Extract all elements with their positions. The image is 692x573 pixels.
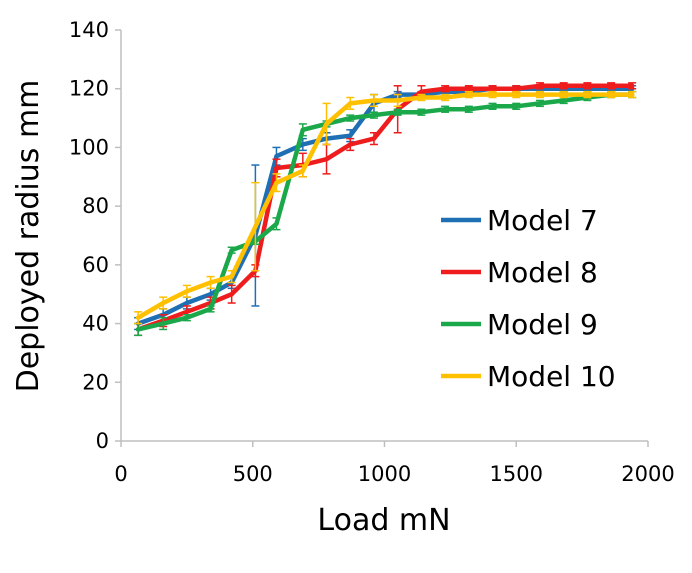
data-point [442, 95, 448, 100]
data-point [371, 112, 377, 118]
data-point [561, 98, 566, 103]
data-point [208, 306, 213, 312]
data-point [419, 110, 424, 115]
data-point [466, 92, 472, 97]
y-tick-label: 140 [69, 18, 109, 42]
data-point [585, 92, 590, 97]
data-point [419, 95, 424, 100]
data-point [537, 92, 543, 97]
legend-label-model-8: Model 8 [487, 256, 598, 289]
data-point [348, 115, 353, 121]
data-point [537, 101, 543, 106]
data-point [253, 224, 258, 229]
data-point [274, 154, 279, 159]
data-point [608, 92, 614, 97]
legend-label-model-9: Model 9 [487, 308, 598, 341]
x-tick-label: 500 [233, 462, 273, 486]
data-point [514, 104, 519, 109]
data-point [419, 89, 424, 94]
data-point [135, 327, 141, 332]
series-layer [134, 82, 637, 337]
series-line [135, 92, 635, 320]
data-point [208, 292, 213, 297]
data-point [324, 156, 329, 162]
axes: 0 20 40 60 80 100 120 140 0 500 1000 1500 2000 [69, 18, 675, 486]
y-tick-label: 80 [82, 194, 109, 218]
x-tick-label: 1500 [490, 462, 543, 486]
data-point [629, 83, 635, 88]
data-point [208, 280, 213, 285]
data-point [371, 98, 377, 103]
data-point [442, 107, 448, 112]
series-model-10 [134, 90, 637, 325]
data-point [629, 92, 635, 97]
data-point [184, 300, 190, 306]
data-point [300, 168, 306, 174]
x-tick-label: 2000 [621, 462, 674, 486]
data-point [324, 121, 329, 127]
data-point [184, 315, 190, 320]
data-point [274, 180, 279, 185]
data-point [300, 127, 306, 133]
legend-label-model-10: Model 10 [487, 360, 616, 393]
x-axis-title: Load mN [317, 503, 450, 538]
x-tick-label: 0 [114, 462, 127, 486]
data-point [274, 221, 279, 226]
data-point [490, 86, 495, 91]
data-point [135, 315, 141, 320]
y-tick-label: 20 [82, 370, 109, 394]
legend: Model 7 Model 8 Model 9 Model 10 [441, 204, 616, 393]
data-point [608, 83, 614, 88]
data-point [348, 142, 353, 147]
data-point [229, 292, 234, 297]
y-tick-label: 100 [69, 135, 109, 159]
data-point [160, 300, 166, 306]
data-point [395, 110, 400, 115]
x-tick-label: 1000 [358, 462, 411, 486]
data-point [466, 86, 472, 91]
legend-label-model-7: Model 7 [487, 204, 598, 237]
data-point [229, 274, 234, 279]
data-point [537, 83, 543, 88]
data-point [514, 86, 519, 91]
y-tick-label: 60 [82, 253, 109, 277]
data-point [229, 247, 234, 253]
data-point [442, 86, 448, 91]
data-point [561, 83, 566, 88]
y-axis-title: Deployed radius mm [11, 80, 46, 393]
data-point [585, 83, 590, 88]
data-point [514, 92, 519, 97]
series-line [135, 83, 635, 332]
data-point [184, 289, 190, 294]
data-point [490, 104, 495, 109]
data-point [490, 92, 495, 97]
data-point [348, 101, 353, 106]
y-tick-label: 0 [96, 429, 109, 453]
data-point [466, 107, 472, 112]
data-point [184, 309, 190, 315]
data-point [300, 142, 306, 147]
data-point [395, 98, 400, 103]
data-point [561, 92, 566, 97]
data-point [160, 321, 166, 326]
y-tick-label: 120 [69, 77, 109, 101]
data-point [274, 165, 279, 171]
data-point [348, 133, 353, 138]
y-tick-label: 40 [82, 312, 109, 336]
data-point [371, 136, 377, 141]
